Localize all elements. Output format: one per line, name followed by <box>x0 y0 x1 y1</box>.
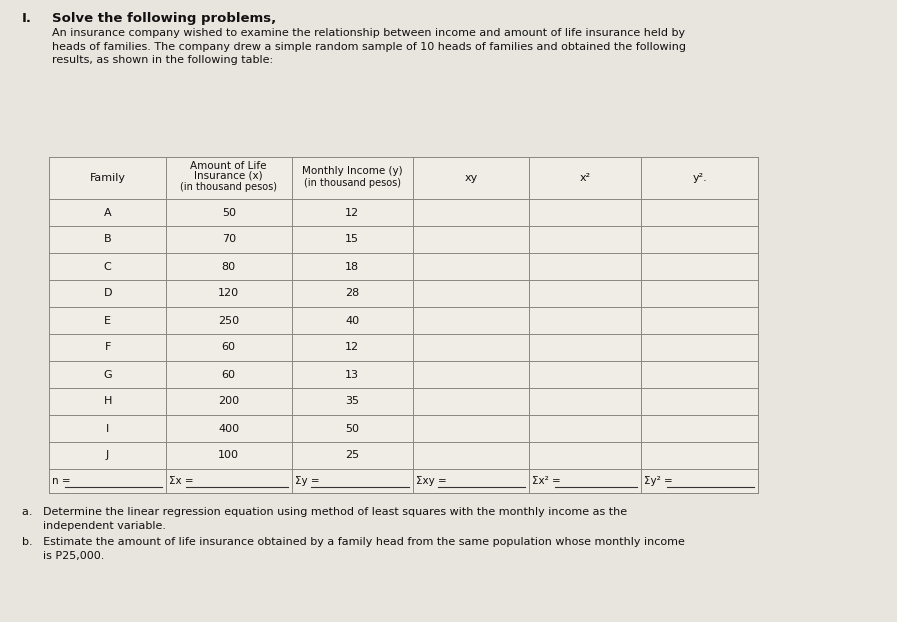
Text: 50: 50 <box>345 424 359 434</box>
Text: heads of families. The company drew a simple random sample of 10 heads of famili: heads of families. The company drew a si… <box>52 42 686 52</box>
Text: A: A <box>104 208 111 218</box>
Text: 50: 50 <box>222 208 236 218</box>
Text: results, as shown in the following table:: results, as shown in the following table… <box>52 55 273 65</box>
Text: 12: 12 <box>345 343 359 353</box>
Text: x²: x² <box>579 173 591 183</box>
Text: Amount of Life: Amount of Life <box>190 161 267 171</box>
Text: 80: 80 <box>222 261 236 271</box>
Text: Σxy =: Σxy = <box>415 476 447 486</box>
Bar <box>49 157 758 493</box>
Text: 250: 250 <box>218 315 239 325</box>
Text: Σx² =: Σx² = <box>532 476 561 486</box>
Text: F: F <box>104 343 111 353</box>
Text: independent variable.: independent variable. <box>22 521 166 531</box>
Text: is P25,000.: is P25,000. <box>22 551 104 561</box>
Text: Family: Family <box>90 173 126 183</box>
Text: J: J <box>106 450 109 460</box>
Text: 40: 40 <box>345 315 359 325</box>
Text: 70: 70 <box>222 234 236 244</box>
Text: Σy² =: Σy² = <box>644 476 673 486</box>
Text: C: C <box>104 261 111 271</box>
Text: 15: 15 <box>345 234 359 244</box>
Text: H: H <box>103 396 112 407</box>
Text: n =: n = <box>52 476 71 486</box>
Text: Monthly Income (y): Monthly Income (y) <box>301 166 403 176</box>
Text: 200: 200 <box>218 396 239 407</box>
Text: Solve the following problems,: Solve the following problems, <box>52 12 276 25</box>
Text: 13: 13 <box>345 369 359 379</box>
Text: xy: xy <box>465 173 477 183</box>
Text: D: D <box>103 289 112 299</box>
Text: (in thousand pesos): (in thousand pesos) <box>303 178 401 188</box>
Text: 25: 25 <box>345 450 359 460</box>
Text: Σy =: Σy = <box>294 476 319 486</box>
Text: B: B <box>104 234 111 244</box>
Text: 400: 400 <box>218 424 239 434</box>
Text: I: I <box>106 424 109 434</box>
Text: 60: 60 <box>222 343 236 353</box>
Text: 120: 120 <box>218 289 239 299</box>
Text: y².: y². <box>692 173 707 183</box>
Text: a.   Determine the linear regression equation using method of least squares with: a. Determine the linear regression equat… <box>22 507 627 517</box>
Text: 12: 12 <box>345 208 359 218</box>
Text: 100: 100 <box>218 450 239 460</box>
Text: 28: 28 <box>345 289 359 299</box>
Text: Insurance (x): Insurance (x) <box>195 171 263 181</box>
Text: An insurance company wished to examine the relationship between income and amoun: An insurance company wished to examine t… <box>52 28 685 38</box>
Text: b.   Estimate the amount of life insurance obtained by a family head from the sa: b. Estimate the amount of life insurance… <box>22 537 685 547</box>
Text: 18: 18 <box>345 261 359 271</box>
Text: (in thousand pesos): (in thousand pesos) <box>180 182 277 192</box>
Text: G: G <box>103 369 112 379</box>
Text: Σx =: Σx = <box>169 476 194 486</box>
Text: 60: 60 <box>222 369 236 379</box>
Text: 35: 35 <box>345 396 359 407</box>
Text: I.: I. <box>22 12 32 25</box>
Text: E: E <box>104 315 111 325</box>
